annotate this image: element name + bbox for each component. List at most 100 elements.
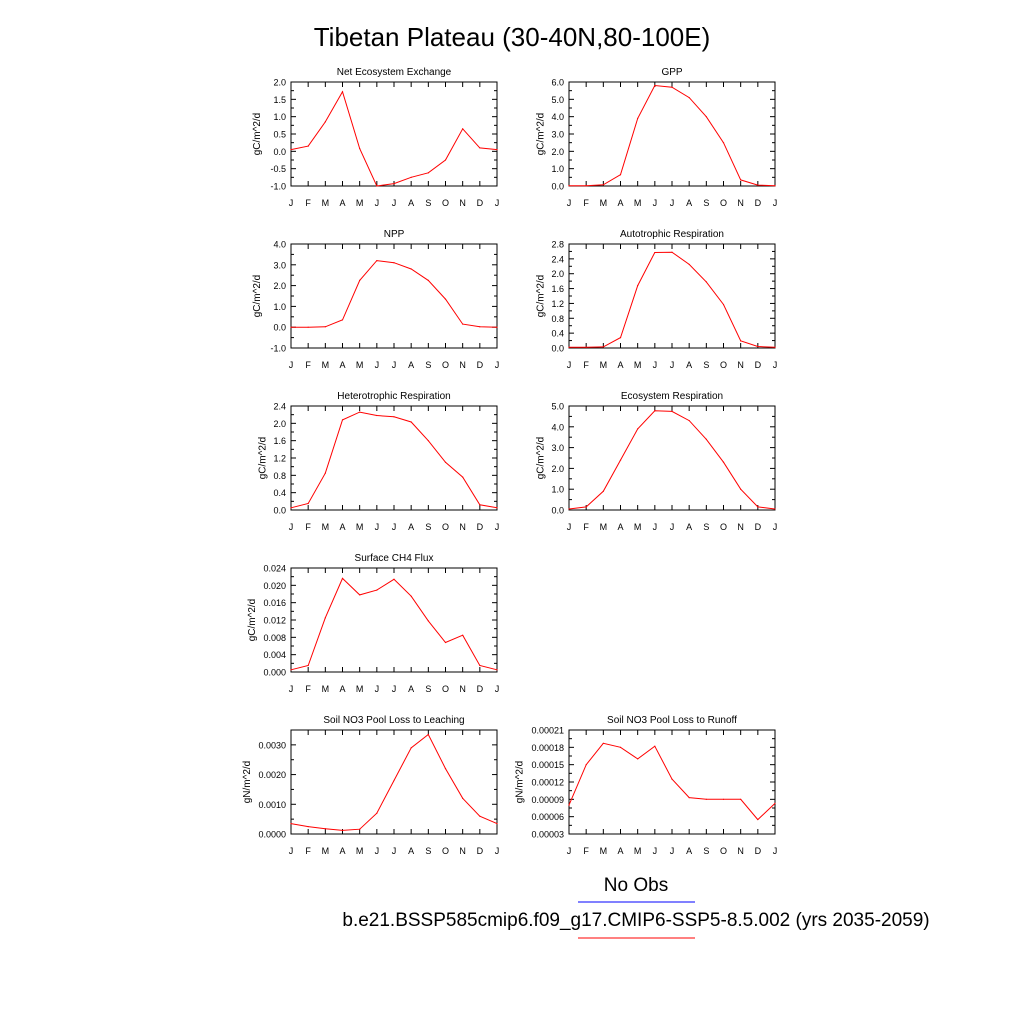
series-line (290, 411, 498, 509)
y-tick-label: 0.5 (273, 130, 286, 140)
x-tick-label: M (322, 522, 330, 532)
x-tick-label: J (375, 198, 380, 208)
data-point (602, 742, 604, 744)
data-point (479, 664, 481, 667)
x-tick-label: J (392, 684, 397, 694)
data-point (427, 440, 429, 442)
data-point (290, 507, 292, 509)
y-tick-label: 1.5 (273, 95, 286, 105)
data-point (359, 594, 361, 596)
data-point (496, 149, 498, 151)
chart-title: GPP (661, 67, 682, 78)
y-tick-label: 0.8 (551, 314, 564, 324)
x-tick-label: M (322, 360, 330, 370)
y-tick-label: 0.0 (273, 147, 286, 157)
x-tick-label: M (600, 198, 608, 208)
x-tick-label: J (653, 198, 658, 208)
x-tick-label: A (686, 360, 692, 370)
x-tick-label: M (322, 684, 330, 694)
x-tick-label: J (567, 846, 572, 856)
data-point (410, 747, 412, 749)
data-point (496, 823, 498, 825)
x-tick-label: A (339, 846, 345, 856)
data-point (341, 319, 344, 321)
y-tick-label: 0.00012 (531, 778, 564, 788)
x-tick-label: F (305, 846, 311, 856)
data-point (585, 346, 587, 348)
x-tick-label: M (634, 360, 642, 370)
y-tick-label: 0.0 (551, 182, 564, 192)
x-tick-label: S (425, 846, 431, 856)
data-point (462, 634, 464, 636)
data-point (359, 828, 361, 830)
series-line (290, 90, 498, 187)
x-tick-label: J (289, 684, 294, 694)
x-tick-label: J (670, 198, 675, 208)
x-tick-label: A (408, 198, 414, 208)
data-point (290, 669, 292, 671)
data-point (654, 84, 656, 87)
y-tick-label: 0.00006 (531, 812, 564, 822)
data-point (376, 589, 378, 591)
x-tick-label: J (670, 360, 675, 370)
x-tick-label: J (567, 522, 572, 532)
x-tick-label: M (356, 360, 364, 370)
x-tick-label: J (670, 846, 675, 856)
x-tick-label: J (375, 360, 380, 370)
y-tick-label: 0.0010 (258, 800, 286, 810)
y-tick-label: 4.0 (551, 112, 564, 122)
data-point (688, 797, 690, 799)
x-tick-label: A (617, 522, 623, 532)
y-tick-label: 0.000 (263, 668, 286, 678)
plot-frame (290, 567, 498, 673)
y-tick-label: 5.0 (551, 95, 564, 105)
x-tick-label: A (617, 360, 623, 370)
data-point (376, 414, 378, 417)
x-tick-label: A (686, 198, 692, 208)
data-point (602, 184, 604, 186)
x-tick-label: N (737, 522, 744, 532)
data-point (462, 128, 464, 130)
x-tick-label: J (289, 360, 294, 370)
data-point (568, 185, 570, 187)
x-tick-label: D (477, 522, 484, 532)
chart-title: Soil NO3 Pool Loss to Runoff (607, 715, 737, 726)
x-tick-label: D (755, 522, 762, 532)
y-tick-label: 2.0 (551, 147, 564, 157)
data-point (619, 746, 622, 748)
data-point (602, 346, 604, 348)
x-tick-label: N (737, 846, 744, 856)
x-tick-label: N (459, 846, 466, 856)
x-tick-label: O (720, 360, 727, 370)
data-point (462, 476, 464, 478)
data-point (307, 825, 309, 828)
x-tick-label: N (459, 360, 466, 370)
x-tick-label: F (583, 846, 589, 856)
y-axis-label: gC/m^2/d (247, 599, 258, 642)
x-tick-label: M (600, 846, 608, 856)
y-tick-label: 5.0 (551, 402, 564, 412)
data-point (324, 828, 326, 830)
data-point (654, 745, 656, 747)
x-tick-label: F (305, 684, 311, 694)
data-point (619, 337, 622, 339)
x-tick-label: A (339, 684, 345, 694)
x-tick-label: J (375, 684, 380, 694)
x-tick-label: S (425, 360, 431, 370)
data-point (585, 185, 587, 187)
data-point (479, 326, 481, 328)
x-tick-label: F (583, 360, 589, 370)
data-point (619, 459, 622, 461)
data-point (671, 251, 673, 253)
x-tick-label: J (375, 846, 380, 856)
data-point (376, 812, 378, 814)
legend-obs-label: No Obs (604, 875, 668, 896)
y-tick-label: -0.5 (270, 164, 286, 174)
y-tick-label: 0.008 (263, 633, 286, 643)
y-axis-label: gC/m^2/d (535, 275, 546, 318)
